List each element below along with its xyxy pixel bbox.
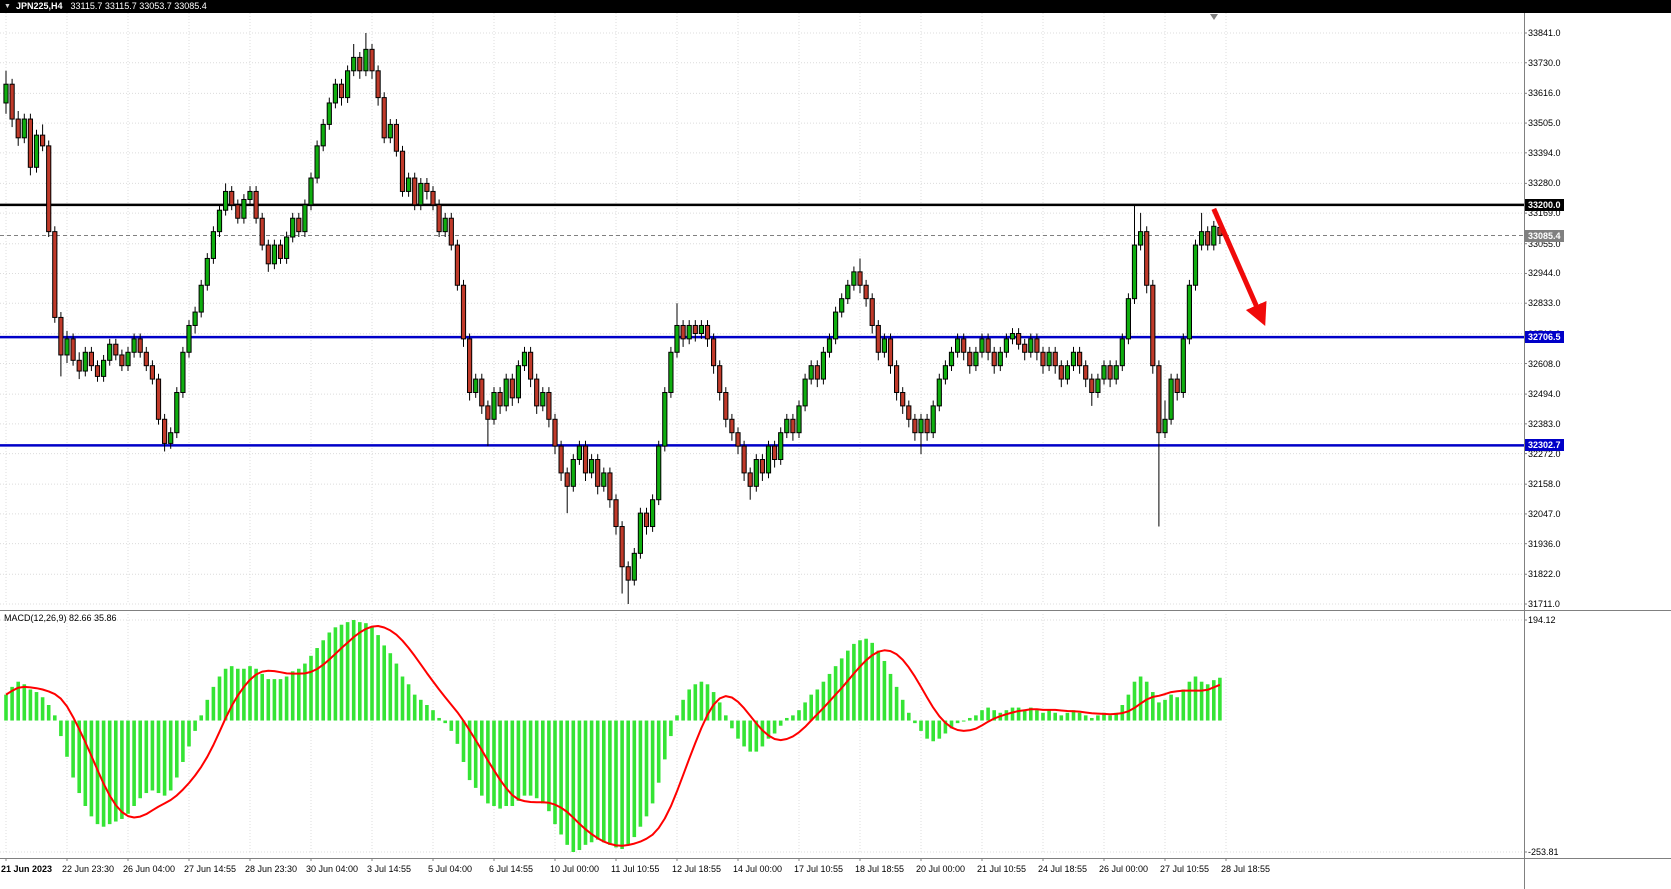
bid-price-line-price-tag: 33085.4 [1525,229,1564,242]
chart-shift-marker-icon[interactable] [1210,14,1218,20]
price-axis-label: 32272.0 [1528,448,1561,459]
price-axis-label: 32833.0 [1528,298,1561,309]
price-axis-label: 32047.0 [1528,508,1561,519]
macd-signal-line [5,625,1221,847]
price-axis-label: 33169.0 [1528,208,1561,219]
price-axis-label: 33055.0 [1528,238,1561,249]
collapse-triangle-icon[interactable]: ▼ [4,3,11,10]
time-axis-label: 17 Jul 10:55 [794,864,844,874]
trend-arrow-annotation[interactable] [1211,207,1267,327]
price-axis-label: 32608.0 [1528,358,1561,369]
price-axis-label: 31936.0 [1528,538,1561,549]
time-axis-label: 26 Jun 04:00 [123,864,176,874]
macd-indicator-label: MACD(12,26,9) 82.66 35.86 [4,613,117,623]
resistance-line-price-tag: 33200.0 [1525,198,1564,211]
price-axis-label: 33616.0 [1528,88,1561,99]
price-axis-label: 32494.0 [1528,389,1561,400]
symbol-timeframe-label: JPN225,H4 [15,1,63,11]
price-axis-label: 32944.0 [1528,268,1561,279]
time-axis-label: 27 Jul 10:55 [1160,864,1210,874]
time-axis-label: 22 Jun 23:30 [62,864,115,874]
macd-scale-bottom-label: -253.81 [1528,847,1559,857]
time-axis-label: 3 Jul 14:55 [367,864,412,874]
price-axis-label: 31711.0 [1528,599,1560,609]
price-axis-label: 33280.0 [1528,178,1561,189]
time-axis-label: 10 Jul 00:00 [550,864,600,874]
support-line-upper-price-tag: 32706.5 [1525,331,1564,344]
time-axis-label: 6 Jul 14:55 [489,864,534,874]
price-axis-label: 32158.0 [1528,479,1561,490]
chart-title-bar[interactable]: ▼ JPN225,H4 33115.7 33115.7 33053.7 33085.… [0,0,1671,13]
time-axis-label: 26 Jul 00:00 [1099,864,1149,874]
time-axis-label: 28 Jun 23:30 [245,864,298,874]
macd-histogram [4,620,1222,852]
time-axis-label: 14 Jul 00:00 [733,864,783,874]
time-axis-label: 28 Jul 18:55 [1221,864,1271,874]
price-axis-label: 33505.0 [1528,118,1561,129]
price-axis-label: 33841.0 [1528,28,1561,38]
price-axis-label: 32383.0 [1528,418,1561,429]
candlesticks [3,33,1223,604]
time-axis-label: 27 Jun 14:55 [184,864,237,874]
time-axis-label: 20 Jul 00:00 [916,864,966,874]
time-axis-label: 21 Jun 2023 [1,864,53,874]
time-axis-label: 24 Jul 18:55 [1038,864,1088,874]
macd-scale-top-label: 194.12 [1528,615,1556,625]
time-axis-label: 30 Jun 04:00 [306,864,359,874]
price-axis-label: 33730.0 [1528,57,1561,68]
price-axis-label: 31822.0 [1528,569,1561,580]
time-axis-label: 21 Jul 10:55 [977,864,1027,874]
time-axis-label: 11 Jul 10:55 [611,864,660,874]
support-line-lower-price-tag: 32302.7 [1525,439,1564,452]
time-axis-label: 18 Jul 18:55 [855,864,905,874]
time-axis-label: 12 Jul 18:55 [672,864,722,874]
time-axis-label: 5 Jul 04:00 [428,864,473,874]
price-axis-label: 33394.0 [1528,147,1561,158]
ohlc-readout: 33115.7 33115.7 33053.7 33085.4 [70,1,207,11]
